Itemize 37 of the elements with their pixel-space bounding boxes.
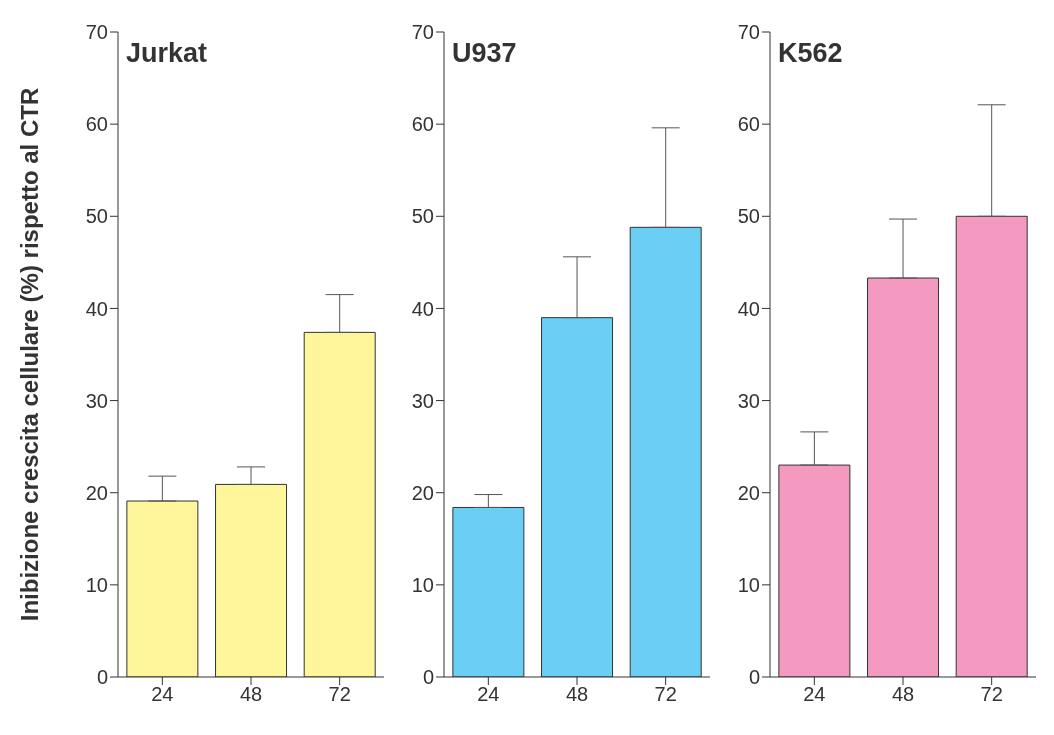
y-tick-label: 0 [96, 666, 108, 689]
chart-title: Jurkat [126, 38, 208, 69]
y-tick-label: 10 [85, 573, 108, 596]
y-tick-label: 70 [737, 21, 760, 44]
y-tick-label: 70 [411, 21, 434, 44]
y-tick-label: 20 [737, 481, 760, 504]
x-tick-label: 24 [477, 683, 500, 706]
y-tick-label: 10 [411, 573, 434, 596]
chart-title: U937 [452, 38, 517, 69]
x-tick-label: 72 [654, 683, 677, 706]
y-tick-label: 30 [85, 389, 108, 412]
y-tick-label: 0 [748, 666, 760, 689]
y-tick-label: 20 [85, 481, 108, 504]
y-tick-label: 0 [422, 666, 434, 689]
x-tick-label: 48 [239, 683, 263, 706]
y-tick-label: 30 [737, 389, 760, 412]
y-tick-label: 70 [85, 21, 108, 44]
x-tick-label: 24 [151, 683, 174, 706]
x-tick-label: 48 [891, 683, 915, 706]
y-tick-label: 60 [411, 113, 434, 136]
y-tick-label: 40 [737, 297, 760, 320]
x-tick-label: 72 [980, 683, 1003, 706]
y-tick-label: 60 [85, 113, 108, 136]
y-tick-label: 50 [411, 205, 434, 228]
x-tick-label: 24 [803, 683, 826, 706]
chart-title: K562 [778, 38, 843, 69]
y-tick-label: 30 [411, 389, 434, 412]
y-tick-label: 50 [737, 205, 760, 228]
y-tick-label: 40 [85, 297, 108, 320]
y-tick-label: 20 [411, 481, 434, 504]
y-tick-label: 40 [411, 297, 434, 320]
y-axis-title: Inibizione crescita cellulare (%) rispetto al CTR [16, 87, 43, 622]
x-tick-label: 48 [565, 683, 589, 706]
x-tick-label: 72 [328, 683, 351, 706]
y-tick-label: 60 [737, 113, 760, 136]
y-tick-label: 50 [85, 205, 108, 228]
y-tick-label: 10 [737, 573, 760, 596]
